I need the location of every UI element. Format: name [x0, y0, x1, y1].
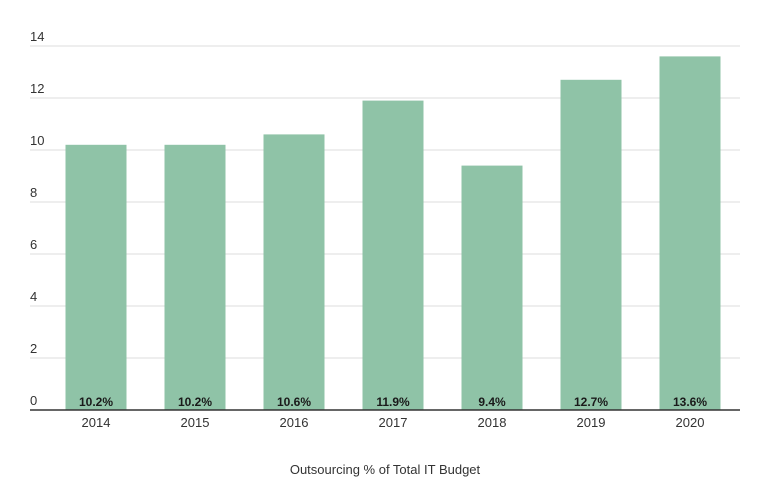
x-tick-label-2014: 2014	[82, 415, 111, 430]
x-tick-label-2016: 2016	[280, 415, 309, 430]
y-tick-label: 6	[30, 237, 37, 252]
data-label-2017: 11.9%	[376, 395, 410, 409]
data-label-2015: 10.2%	[178, 395, 212, 409]
y-axis-ticks: 0 2 4 6 8 10 12 14	[30, 29, 44, 408]
y-tick-label: 2	[30, 341, 37, 356]
y-tick-label: 8	[30, 185, 37, 200]
bar-2018	[461, 165, 523, 410]
data-label-2019: 12.7%	[574, 395, 608, 409]
y-tick-label: 4	[30, 289, 37, 304]
bar-2016	[263, 134, 325, 410]
y-tick-label: 10	[30, 133, 44, 148]
x-tick-label-2017: 2017	[379, 415, 408, 430]
data-label-2016: 10.6%	[277, 395, 311, 409]
bar-2014	[65, 144, 127, 411]
bar-2017	[362, 100, 424, 410]
y-tick-label: 0	[30, 393, 37, 408]
x-tick-label-2020: 2020	[676, 415, 705, 430]
x-axis-ticks: 2014 2015 2016 2017 2018 2019 2020	[82, 415, 705, 430]
data-label-2018: 9.4%	[478, 395, 506, 409]
x-tick-label-2018: 2018	[478, 415, 507, 430]
y-tick-label: 14	[30, 29, 44, 44]
data-label-2020: 13.6%	[673, 395, 707, 409]
bar-2020	[659, 56, 721, 411]
data-labels: 10.2% 10.2% 10.6% 11.9% 9.4% 12.7% 13.6%	[79, 395, 707, 409]
bar-2019	[560, 79, 622, 411]
bars	[65, 56, 721, 411]
x-axis-title: Outsourcing % of Total IT Budget	[289, 462, 481, 477]
y-tick-label: 12	[30, 81, 44, 96]
x-tick-label-2019: 2019	[577, 415, 606, 430]
x-tick-label-2015: 2015	[181, 415, 210, 430]
data-label-2014: 10.2%	[79, 395, 113, 409]
bar-2015	[164, 144, 226, 411]
